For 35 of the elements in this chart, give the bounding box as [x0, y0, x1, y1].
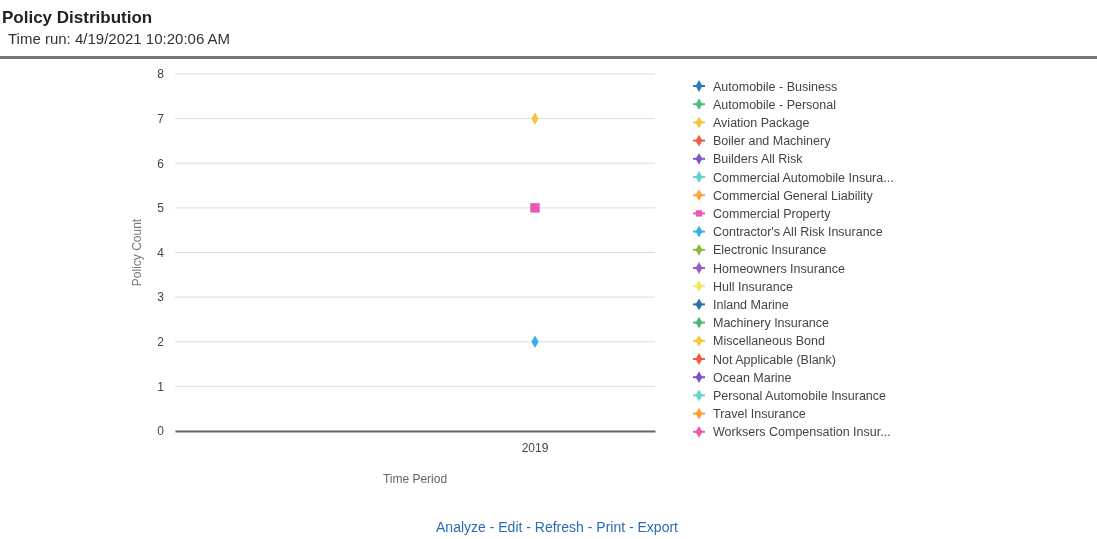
- legend-label: Not Applicable (Blank): [713, 352, 836, 367]
- y-tick-label: 8: [157, 67, 165, 82]
- legend-label: Machinery Insurance: [713, 316, 830, 331]
- y-tick-label: 7: [157, 111, 165, 126]
- y-tick-label: 6: [157, 156, 165, 171]
- y-tick-label: 5: [157, 201, 165, 216]
- legend-label: Commercial Property: [713, 206, 832, 221]
- legend-label: Hull Insurance: [713, 279, 793, 294]
- legend-label: Builders All Risk: [713, 152, 804, 167]
- y-axis-title: Policy Count: [130, 218, 144, 287]
- x-tick-label: 2019: [521, 440, 549, 455]
- legend-label: Ocean Marine: [713, 370, 792, 385]
- legend-label: Automobile - Business: [713, 79, 838, 94]
- legend-label: Miscellaneous Bond: [713, 334, 825, 349]
- text: Analyze - Edit - Refresh - Print - Export: [436, 519, 679, 535]
- legend-label: Aviation Package: [713, 115, 810, 130]
- y-tick-label: 1: [157, 379, 165, 394]
- legend-label: Boiler and Machinery: [713, 134, 832, 149]
- legend-label: Commercial Automobile Insura...: [713, 170, 894, 185]
- legend-label: Homeowners Insurance: [713, 261, 846, 276]
- legend-label: Inland Marine: [713, 297, 789, 312]
- legend-label: Electronic Insurance: [713, 243, 827, 258]
- legend-label: Contractor's All Risk Insurance: [713, 225, 883, 240]
- chart-title: Policy Distribution: [2, 8, 153, 27]
- y-tick-label: 2: [157, 335, 165, 350]
- legend-label: Automobile - Personal: [713, 97, 836, 112]
- x-axis-title: Time Period: [382, 472, 448, 486]
- y-tick-label: 0: [157, 424, 165, 439]
- chart-subtitle: Time run: 4/19/2021 10:20:06 AM: [8, 30, 231, 47]
- legend-label: Travel Insurance: [713, 407, 806, 422]
- legend-label: Commercial General Liability: [713, 188, 874, 203]
- legend-label: Personal Automobile Insurance: [713, 388, 887, 403]
- legend-label: Worksers Compensation Insur...: [713, 425, 891, 440]
- y-tick-label: 3: [157, 290, 165, 305]
- y-tick-label: 4: [157, 245, 165, 260]
